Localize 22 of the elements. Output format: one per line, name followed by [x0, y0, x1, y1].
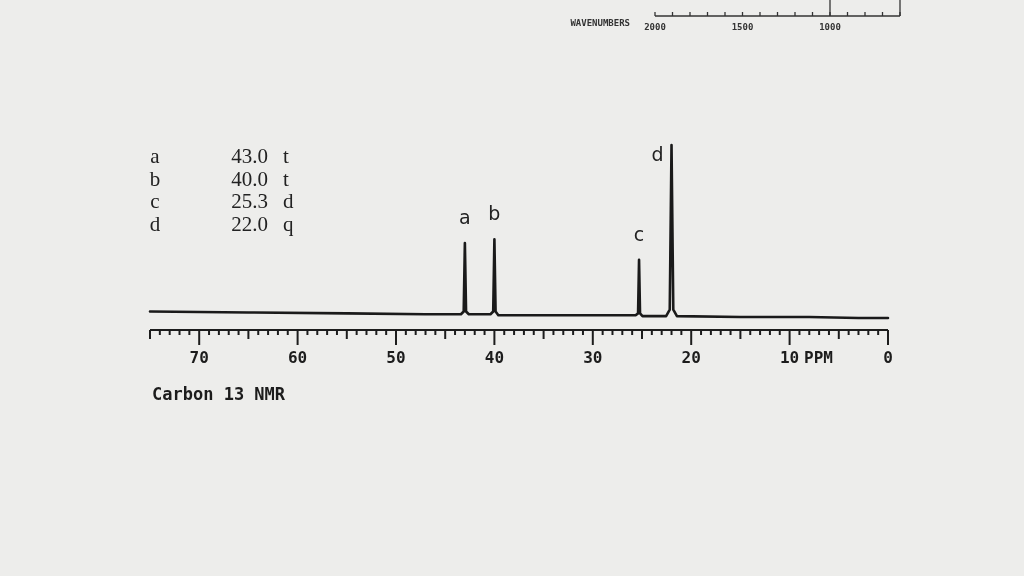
annotation: c: [633, 222, 645, 245]
x-tick-label: 20: [681, 348, 701, 367]
x-tick-label: 70: [189, 348, 209, 367]
text: 1000: [819, 22, 841, 32]
x-tick-label: 40: [484, 348, 505, 367]
x-tick-label: 50: [386, 348, 406, 367]
annotation: a: [459, 206, 471, 229]
text: 2000: [644, 22, 666, 32]
x-axis-title: PPM: [804, 348, 833, 367]
text: WAVENUMBERS: [570, 18, 630, 28]
annotation: d: [651, 143, 664, 165]
x-tick-label: 10: [779, 348, 800, 367]
text: a 43.0 t: [150, 144, 289, 168]
x-tick-label: 30: [583, 348, 603, 367]
annotation: b: [488, 202, 501, 225]
text: c 25.3 d: [150, 189, 294, 214]
text: d 22.0 q: [149, 212, 294, 237]
text: Carbon 13 NMR: [152, 384, 286, 404]
x-tick-label: 0: [883, 348, 893, 367]
text: b 40.0 t: [149, 166, 289, 191]
text: 1500: [731, 22, 754, 32]
x-tick-label: 60: [287, 348, 308, 367]
